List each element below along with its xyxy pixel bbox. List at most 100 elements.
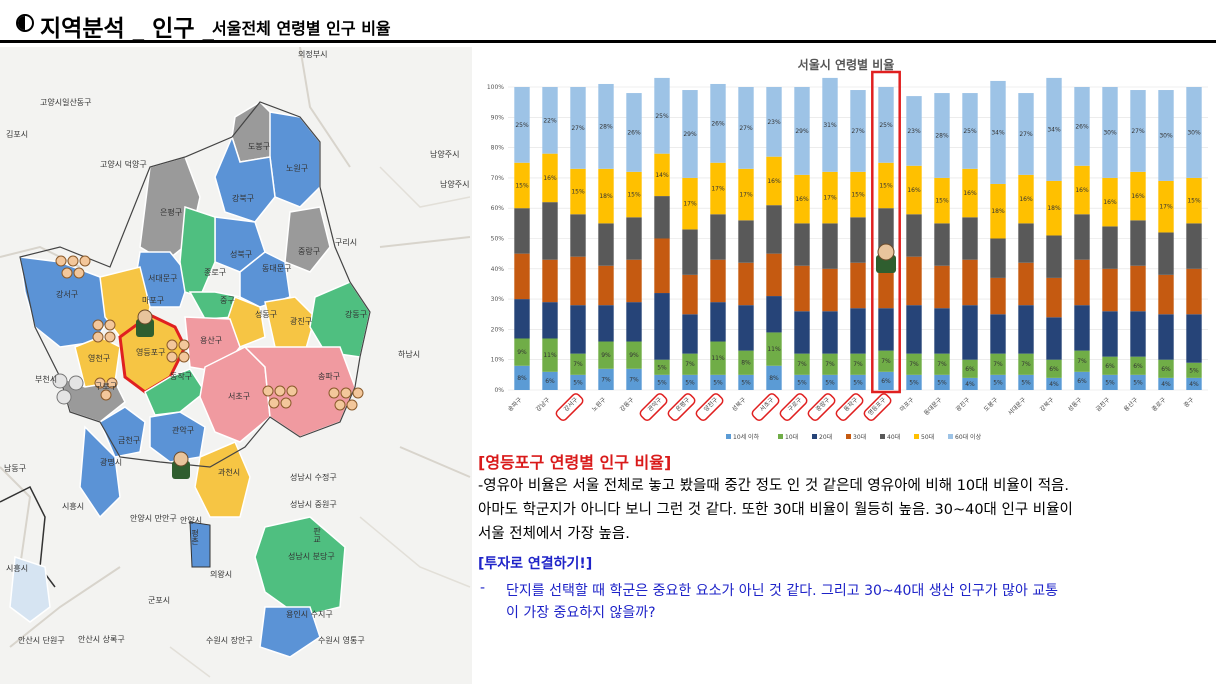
data-label: 18% bbox=[991, 208, 1005, 215]
bar-segment bbox=[598, 265, 614, 306]
bar-segment bbox=[934, 265, 950, 309]
bar-segment bbox=[570, 214, 586, 257]
x-tick-label: 도봉구 bbox=[982, 395, 1000, 413]
bar-segment bbox=[990, 314, 1006, 354]
bar-segment bbox=[1102, 356, 1118, 375]
bar-segment bbox=[850, 374, 866, 390]
bar-segment bbox=[906, 374, 922, 390]
data-label: 14% bbox=[655, 172, 669, 179]
bar-segment bbox=[514, 299, 530, 339]
bar-segment bbox=[766, 253, 782, 297]
bar-segment bbox=[1130, 374, 1146, 390]
bar-segment bbox=[822, 353, 838, 375]
highlight-marks bbox=[555, 70, 901, 422]
legend-label: 50대 bbox=[921, 433, 934, 441]
bar-segment bbox=[570, 168, 586, 215]
map-label: 성남시 분당구 bbox=[288, 551, 335, 561]
y-tick-label: 30% bbox=[491, 296, 505, 303]
bar-segment bbox=[878, 371, 894, 390]
section-title: [영등포구 연령별 인구 비율] bbox=[478, 453, 672, 472]
data-label: 4% bbox=[965, 381, 975, 388]
map-label: 과천시 bbox=[218, 467, 240, 477]
data-label: 6% bbox=[1133, 363, 1143, 370]
bar-segment bbox=[1018, 374, 1034, 390]
bar-segment bbox=[878, 87, 894, 163]
bar-segment bbox=[1130, 90, 1146, 172]
bar-segment bbox=[570, 256, 586, 306]
bar-segment bbox=[990, 374, 1006, 390]
bar-segment bbox=[962, 305, 978, 360]
data-label: 30% bbox=[1187, 129, 1201, 136]
bar-segment bbox=[962, 217, 978, 260]
map-label: 의정부시 bbox=[298, 49, 327, 59]
body-line: 서울 전체에서 가장 높음. bbox=[478, 526, 630, 542]
y-tick-label: 60% bbox=[491, 205, 505, 212]
map-label: 동작구 bbox=[170, 371, 192, 381]
bar-segment bbox=[1158, 359, 1174, 378]
bar-segment bbox=[542, 202, 558, 260]
data-label: 16% bbox=[907, 187, 921, 194]
bar-segment bbox=[1186, 223, 1202, 269]
bar-segment bbox=[654, 196, 670, 239]
data-label: 16% bbox=[1103, 199, 1117, 206]
legend-swatch bbox=[812, 434, 817, 439]
map-label: 영등포구 bbox=[136, 347, 165, 357]
data-label: 7% bbox=[881, 358, 891, 365]
data-label: 5% bbox=[825, 379, 835, 386]
data-label: 6% bbox=[965, 366, 975, 373]
legend-label: 20대 bbox=[819, 433, 832, 441]
data-label: 18% bbox=[599, 193, 613, 200]
data-label: 11% bbox=[711, 355, 725, 362]
bar-segment bbox=[1102, 268, 1118, 312]
data-label: 15% bbox=[935, 198, 949, 205]
map-label: 서대문구 bbox=[148, 274, 177, 283]
bar-segment bbox=[822, 268, 838, 312]
bar-segment bbox=[598, 223, 614, 266]
family-icon bbox=[94, 377, 118, 401]
legend-swatch bbox=[948, 434, 953, 439]
map-label: 안양시 bbox=[180, 515, 202, 525]
page-subtitle: 서울전체 연령별 인구 비율 bbox=[212, 19, 391, 38]
legend-label: 30대 bbox=[853, 433, 866, 441]
data-label: 16% bbox=[767, 178, 781, 185]
x-tick-label: 중구 bbox=[1183, 396, 1196, 409]
bar-segment bbox=[710, 83, 726, 163]
y-tick-label: 80% bbox=[491, 145, 505, 152]
map-label: 성동구 bbox=[255, 310, 277, 319]
map-label: 용산구 bbox=[200, 335, 222, 345]
bar-segment bbox=[906, 96, 922, 166]
legend-swatch bbox=[880, 434, 885, 439]
data-label: 5% bbox=[853, 379, 863, 386]
bar-segment bbox=[1186, 87, 1202, 178]
bar-segment bbox=[738, 87, 754, 169]
data-label: 27% bbox=[1131, 128, 1145, 135]
data-label: 25% bbox=[655, 113, 669, 120]
legend-swatch bbox=[914, 434, 919, 439]
legend-label: 40대 bbox=[887, 433, 900, 441]
map-label: 남양주시 bbox=[440, 180, 469, 189]
bar-segment bbox=[1046, 317, 1062, 360]
bar-segment bbox=[1074, 165, 1090, 215]
highlight-oval bbox=[639, 393, 668, 422]
map-label: 시흥시 bbox=[6, 563, 28, 573]
data-label: 17% bbox=[739, 192, 753, 199]
bar-segment bbox=[710, 162, 726, 215]
bar-segment bbox=[990, 238, 1006, 278]
data-label: 6% bbox=[1077, 378, 1087, 385]
data-label: 5% bbox=[741, 379, 751, 386]
data-label: 25% bbox=[879, 122, 893, 129]
worker-icon bbox=[172, 451, 190, 479]
bar-segment bbox=[766, 296, 782, 333]
data-label: 5% bbox=[1133, 379, 1143, 386]
bar-segment bbox=[934, 308, 950, 354]
bar-segment bbox=[794, 223, 810, 266]
bar-segment bbox=[1158, 232, 1174, 275]
data-label: 9% bbox=[629, 352, 639, 359]
data-label: 7% bbox=[629, 376, 639, 383]
bar-segment bbox=[626, 341, 642, 369]
data-label: 17% bbox=[1159, 204, 1173, 211]
map-label: 중구 bbox=[220, 296, 235, 305]
data-label: 8% bbox=[517, 375, 527, 382]
data-label: 16% bbox=[1019, 196, 1033, 203]
